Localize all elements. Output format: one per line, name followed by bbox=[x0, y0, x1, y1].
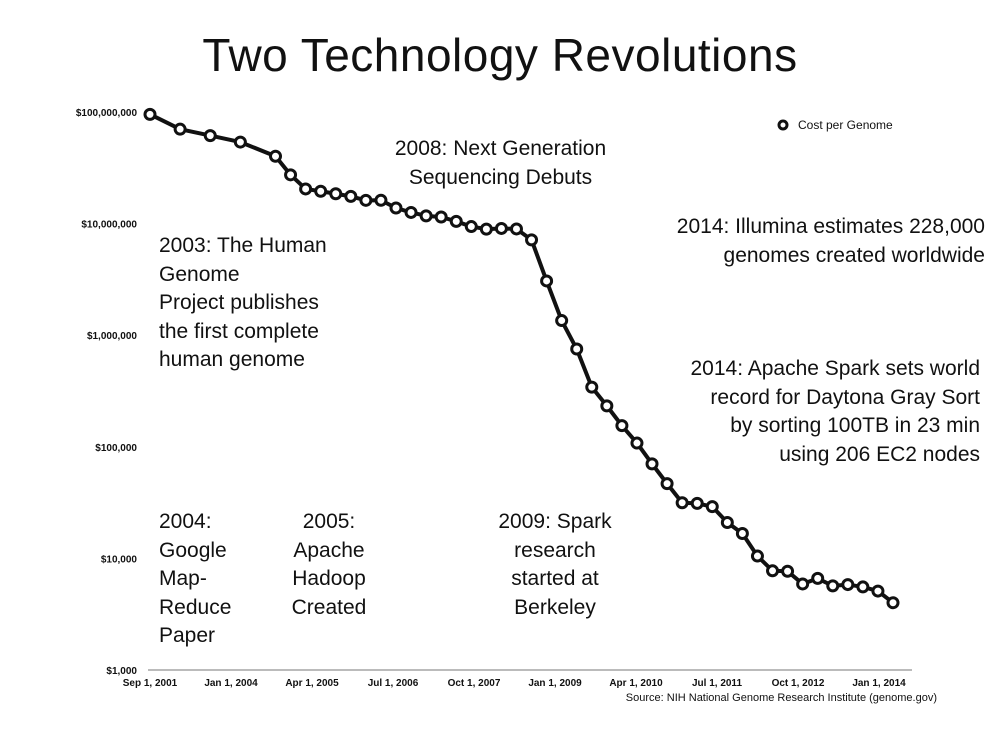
data-point bbox=[826, 579, 840, 593]
legend-marker-icon bbox=[777, 119, 789, 131]
data-point bbox=[630, 436, 644, 450]
data-point bbox=[660, 477, 674, 491]
data-point bbox=[841, 578, 855, 592]
data-point bbox=[269, 149, 283, 163]
annotation-2014-illumina: 2014: Illumina estimates 228,000 genomes… bbox=[676, 215, 985, 267]
data-point bbox=[299, 182, 313, 196]
data-point bbox=[645, 457, 659, 471]
series-line-cost-per-genome bbox=[148, 112, 895, 605]
x-tick-label: Sep 1, 2001 bbox=[123, 678, 178, 689]
x-tick-label: Jan 1, 2014 bbox=[852, 678, 906, 689]
x-tick-label: Oct 1, 2007 bbox=[448, 678, 501, 689]
data-point bbox=[735, 527, 749, 541]
source-note: Source: NIH National Genome Research Ins… bbox=[625, 692, 937, 704]
data-point bbox=[750, 549, 764, 563]
x-tick-label: Apr 1, 2005 bbox=[285, 678, 339, 689]
data-point bbox=[344, 189, 358, 203]
data-point bbox=[871, 584, 885, 598]
data-point bbox=[233, 135, 247, 149]
x-tick-label: Apr 1, 2010 bbox=[609, 678, 663, 689]
annotation-2004-mapreduce: 2004: Google Map- Reduce Paper bbox=[159, 510, 232, 647]
legend-marker bbox=[777, 119, 789, 131]
data-point bbox=[570, 342, 584, 356]
data-point bbox=[494, 221, 508, 235]
data-point bbox=[203, 129, 217, 143]
x-tick-label: Oct 1, 2012 bbox=[772, 678, 825, 689]
data-point bbox=[690, 496, 704, 510]
data-point bbox=[449, 214, 463, 228]
data-point bbox=[720, 516, 734, 530]
data-point bbox=[675, 496, 689, 510]
data-point bbox=[434, 210, 448, 224]
x-tick-label: Jul 1, 2011 bbox=[692, 678, 742, 689]
data-point bbox=[615, 419, 629, 433]
legend: Cost per Genome bbox=[776, 117, 893, 132]
data-point bbox=[374, 193, 388, 207]
data-point bbox=[143, 107, 157, 121]
data-point bbox=[479, 222, 493, 236]
chart-title: Two Technology Revolutions bbox=[202, 29, 798, 81]
data-point bbox=[464, 220, 478, 234]
annotation-2005-hadoop: 2005: Apache Hadoop Created bbox=[291, 510, 367, 619]
x-tick-label: Jul 1, 2006 bbox=[368, 678, 419, 689]
data-point bbox=[509, 222, 523, 236]
data-point bbox=[173, 122, 187, 136]
y-tick-label: $100,000 bbox=[95, 443, 137, 454]
x-tick-label: Jan 1, 2009 bbox=[528, 678, 582, 689]
y-tick-label: $1,000 bbox=[106, 666, 137, 677]
annotation-2008-next-generation-sequencing: 2008: Next Generation Sequencing Debuts bbox=[394, 137, 607, 189]
data-point bbox=[886, 596, 900, 610]
data-point bbox=[404, 205, 418, 219]
x-tick-label: Jan 1, 2004 bbox=[204, 678, 258, 689]
annotation-2009-spark-research: 2009: Spark research started at Berkeley bbox=[498, 510, 612, 619]
y-tick-label: $10,000,000 bbox=[81, 220, 137, 231]
data-point bbox=[585, 380, 599, 394]
data-point bbox=[525, 233, 539, 247]
y-tick-label: $1,000,000 bbox=[87, 331, 137, 342]
data-point bbox=[284, 168, 298, 182]
data-point bbox=[705, 500, 719, 514]
annotation-2014-apache-spark-record: 2014: Apache Spark sets world record for… bbox=[690, 357, 980, 466]
data-point bbox=[359, 193, 373, 207]
data-point bbox=[600, 399, 614, 413]
data-point bbox=[856, 580, 870, 594]
data-point bbox=[329, 187, 343, 201]
data-point bbox=[766, 564, 780, 578]
data-point bbox=[781, 564, 795, 578]
data-point bbox=[555, 314, 569, 328]
data-point bbox=[419, 209, 433, 223]
data-point bbox=[540, 274, 554, 288]
legend-label: Cost per Genome bbox=[798, 117, 893, 132]
data-point bbox=[389, 201, 403, 215]
data-point bbox=[796, 577, 810, 591]
data-point bbox=[314, 184, 328, 198]
y-tick-label: $10,000 bbox=[101, 554, 138, 565]
data-point bbox=[811, 571, 825, 585]
annotation-2003-human-genome: 2003: The Human Genome Project publishes… bbox=[159, 234, 327, 371]
y-tick-label: $100,000,000 bbox=[76, 108, 138, 119]
